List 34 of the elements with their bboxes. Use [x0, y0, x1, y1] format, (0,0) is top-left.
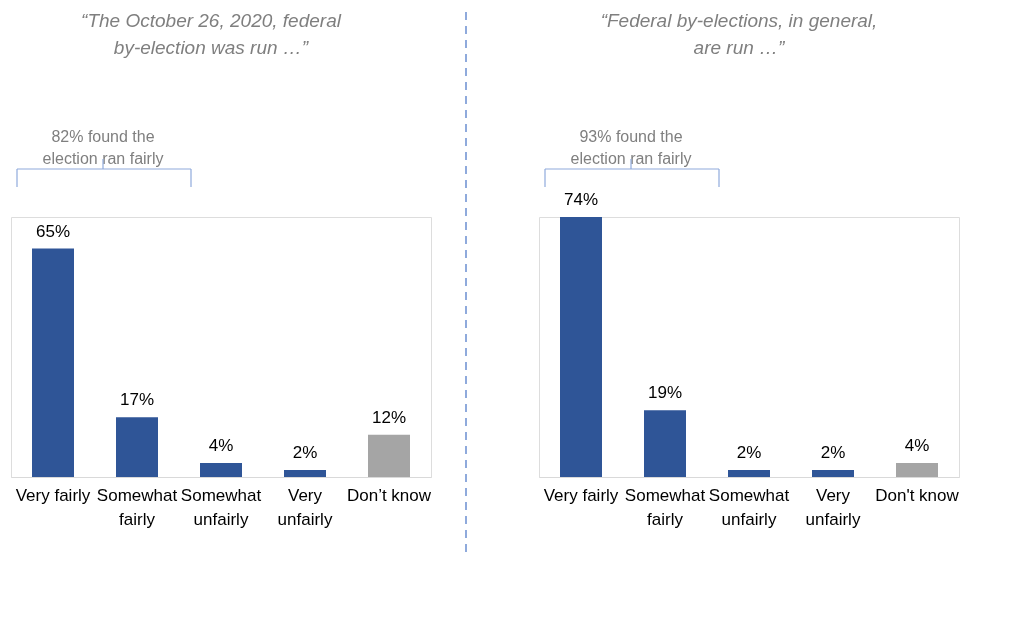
data-label: 4%: [208, 435, 234, 455]
bar: [728, 469, 770, 477]
data-label: 2%: [736, 442, 762, 462]
x-tick-label: Somewhat fairly: [624, 485, 706, 529]
x-tick-label: Very unfairly: [805, 485, 861, 529]
data-label: 65%: [35, 221, 71, 241]
bar: [116, 417, 158, 477]
data-label: 19%: [647, 383, 683, 403]
text: 93% found the election ran fairly: [570, 128, 692, 167]
data-label: 2%: [292, 442, 318, 462]
data-label: 2%: [820, 442, 846, 462]
bar: [896, 462, 938, 477]
bar: [284, 469, 326, 477]
data-label: 12%: [371, 407, 407, 427]
chart-title: “The October 26, 2020, federal by-election was run …”: [81, 10, 342, 58]
x-tick-label: Very fairly: [543, 485, 619, 505]
x-tick-label: Very unfairly: [277, 485, 333, 529]
bar: [644, 410, 686, 477]
data-label: 4%: [904, 435, 930, 455]
bar: [812, 469, 854, 477]
bar: [32, 248, 74, 477]
text: 82% found the election ran fairly: [42, 128, 164, 167]
bar: [560, 217, 602, 477]
x-tick-label: Somewhat unfairly: [180, 485, 262, 529]
x-tick-label: Don’t know: [346, 485, 432, 505]
x-tick-label: Somewhat unfairly: [708, 485, 790, 529]
chart-title: “Federal by-elections, in general, are run …”: [600, 10, 878, 58]
data-label: 74%: [563, 190, 599, 209]
data-label: 17%: [119, 390, 155, 410]
x-tick-label: Don't know: [875, 485, 960, 505]
x-tick-label: Very fairly: [15, 485, 91, 505]
x-tick-label: Somewhat fairly: [96, 485, 178, 529]
bar: [368, 434, 410, 477]
bar: [200, 462, 242, 477]
